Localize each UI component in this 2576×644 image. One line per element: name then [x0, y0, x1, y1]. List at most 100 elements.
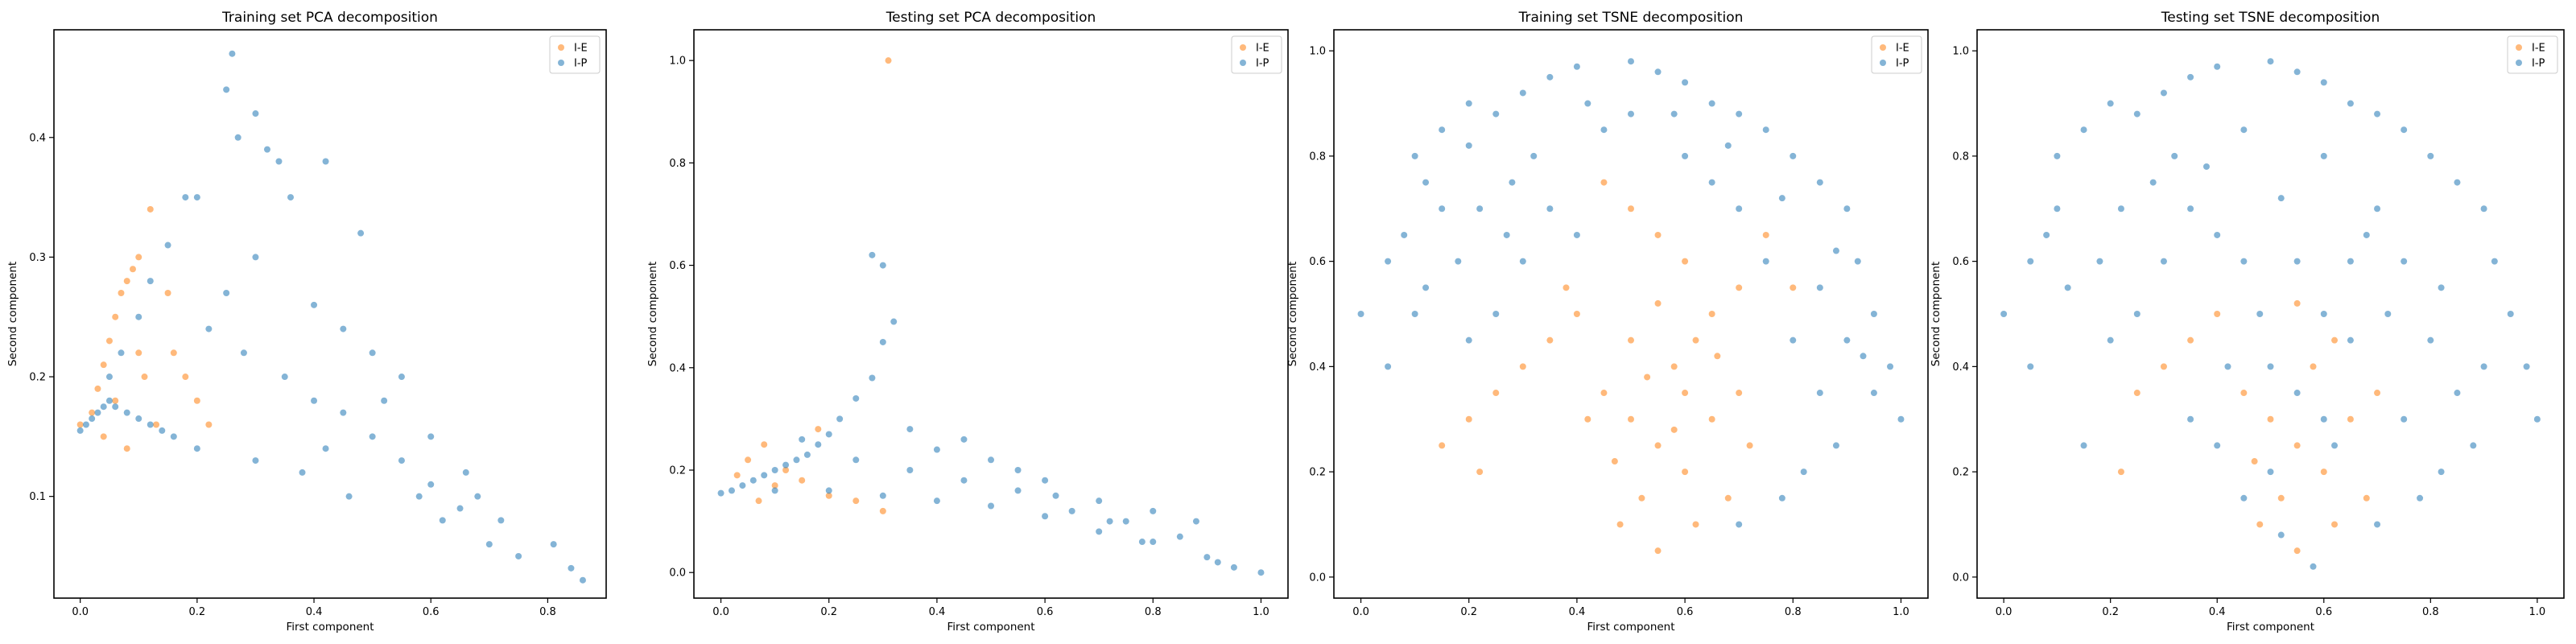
y-axis-label: Second component [1286, 262, 1299, 366]
scatter-point [1357, 311, 1364, 317]
x-tick-label: 0.8 [539, 606, 556, 618]
scatter-point [234, 134, 242, 141]
scatter-point [2256, 311, 2264, 317]
y-tick-label: 0.2 [1309, 467, 1326, 479]
scatter-point [988, 456, 994, 464]
scatter-point [118, 289, 125, 296]
scatter-point [2347, 258, 2354, 265]
scatter-point [2347, 415, 2354, 423]
y-tick-label: 1.0 [1952, 46, 1969, 58]
scatter-point [2240, 258, 2248, 265]
scatter-point [299, 469, 306, 476]
scatter-point [1546, 205, 1554, 213]
axes-frame [1976, 29, 2565, 599]
scatter-point [1870, 311, 1877, 317]
scatter-point [193, 445, 200, 452]
scatter-point [1654, 442, 1662, 449]
y-tick-label: 0.4 [29, 132, 46, 144]
scatter-point [1816, 390, 1823, 397]
scatter-point [2438, 284, 2445, 291]
scatter-point [1870, 390, 1877, 397]
scatter-point [2160, 89, 2167, 97]
legend-label: I-P [1256, 58, 1269, 70]
axes-frame [693, 29, 1289, 599]
x-tick-label: 0.6 [423, 606, 440, 618]
scatter-point [717, 489, 724, 497]
y-tick-label: 0.6 [1952, 256, 1969, 268]
scatter-point [1746, 442, 1753, 449]
scatter-point [76, 427, 84, 434]
scatter-point [240, 349, 247, 357]
scatter-point [1519, 258, 1526, 265]
scatter-point [223, 86, 230, 93]
scatter-point [2277, 195, 2285, 202]
scatter-point [1422, 179, 1430, 186]
axes-frame [53, 29, 607, 599]
scatter-point [1714, 353, 1721, 360]
y-tick-label: 1.0 [1309, 46, 1326, 58]
scatter-point [2202, 163, 2210, 170]
scatter-point [2277, 531, 2285, 539]
scatter-point [1736, 205, 1743, 213]
scatter-point [1682, 258, 1689, 265]
x-tick-label: 0.2 [1460, 606, 1477, 618]
scatter-point [799, 436, 806, 443]
legend-label: I-P [2532, 58, 2545, 70]
scatter-point [76, 421, 84, 428]
scatter-point [1439, 126, 1446, 134]
scatter-point [2149, 179, 2157, 186]
scatter-point [1042, 513, 1049, 520]
scatter-point [2117, 469, 2124, 476]
scatter-point [1385, 258, 1392, 265]
scatter-point [771, 487, 778, 494]
scatter-point [2214, 311, 2221, 317]
scatter-point [193, 194, 200, 201]
scatter-point [1573, 231, 1580, 238]
scatter-point [1843, 336, 1851, 344]
chart-title: Training set TSNE decomposition [1518, 10, 1744, 26]
x-axis-label: First component [1587, 621, 1674, 634]
x-tick-label: 0.8 [2422, 606, 2439, 618]
scatter-point [1843, 205, 1851, 213]
x-tick-label: 0.6 [2315, 606, 2332, 618]
scatter-point [515, 552, 522, 559]
scatter-point [852, 456, 860, 464]
scatter-point [879, 262, 886, 269]
legend-marker [2516, 60, 2522, 66]
y-tick-label: 0.0 [669, 568, 686, 580]
legend: I-E I-P [549, 35, 601, 74]
y-tick-label: 0.2 [669, 464, 686, 477]
scatter-point [170, 349, 177, 357]
legend-marker [558, 60, 564, 66]
scatter-point [147, 205, 154, 213]
legend-label: I-P [1896, 58, 1909, 70]
legend-label: I-P [574, 58, 588, 70]
scatter-point [1670, 426, 1678, 433]
scatter-point [2480, 363, 2487, 370]
scatter-point [252, 457, 259, 464]
legend-label: I-E [2532, 43, 2545, 55]
scatter-point [1014, 487, 1022, 494]
scatter-point [1854, 258, 1861, 265]
scatter-point [2401, 415, 2408, 423]
legend-marker [1880, 44, 1886, 51]
scatter-point [2107, 100, 2114, 107]
scatter-point [2293, 390, 2301, 397]
scatter-point [2470, 442, 2477, 449]
y-tick-label: 0.6 [1309, 256, 1326, 268]
scatter-point [164, 242, 171, 249]
scatter-point [1654, 231, 1662, 238]
scatter-point [761, 472, 768, 479]
scatter-point [879, 492, 886, 499]
scatter-point [398, 374, 405, 381]
scatter-point [357, 229, 365, 237]
scatter-point [2064, 284, 2071, 291]
plot-area [76, 50, 586, 584]
scatter-point [1465, 336, 1472, 344]
y-tick-label: 0.0 [1309, 572, 1326, 584]
scatter-point [1654, 299, 1662, 307]
legend-marker [2516, 44, 2522, 51]
scatter-point [825, 487, 832, 494]
scatter-point [456, 505, 464, 512]
scatter-point [263, 146, 270, 153]
